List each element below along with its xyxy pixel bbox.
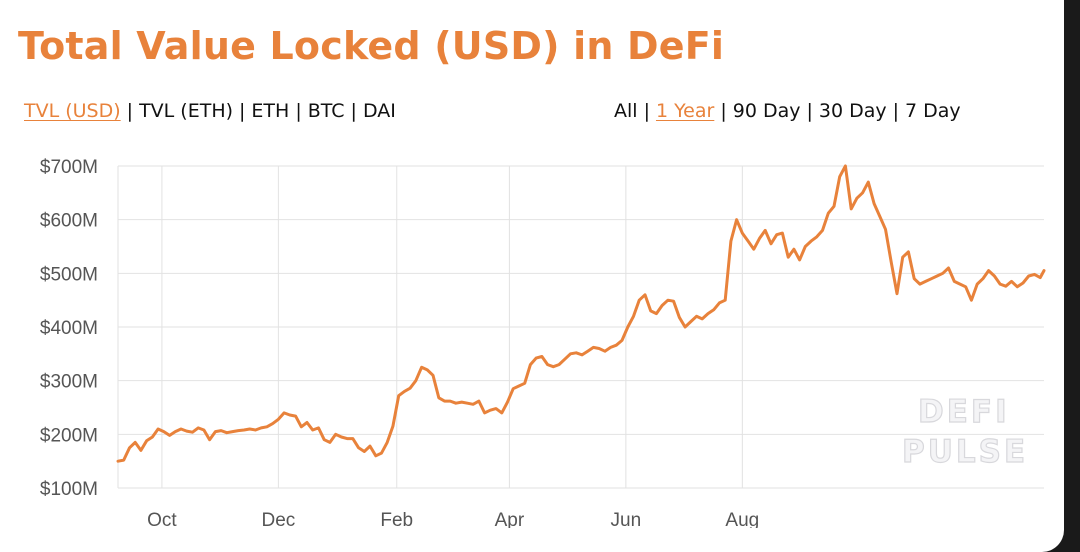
watermark-pulse: PULSE [902,434,1028,470]
range-tab-30-day[interactable]: 30 Day [818,100,887,122]
metric-tab-dai[interactable]: DAI [362,100,396,122]
tab-separator: | [350,100,357,122]
chart-title: Total Value Locked (USD) in DeFi [18,24,725,68]
tab-separator: | [126,100,134,122]
y-tick-label: $700M [40,157,98,178]
tab-separator: | [892,100,900,122]
x-tick-label: Aug [725,510,759,528]
watermark-defi: DEFI [918,394,1010,430]
y-tick-label: $200M [40,425,98,446]
x-tick-label: Dec [261,510,295,528]
metric-tab-tvl-eth[interactable]: TVL (ETH) [139,100,234,122]
tab-separator: | [720,100,727,122]
watermark: DEFI PULSE [901,393,1028,470]
tab-separator: | [643,100,650,122]
x-tick-label: Jun [611,510,642,528]
tab-separator: | [295,100,302,122]
x-tick-label: Oct [147,510,177,528]
y-tick-label: $500M [40,264,98,285]
metric-tab-eth[interactable]: ETH [251,100,290,122]
tab-separator: | [806,100,813,122]
tvl-series-line[interactable] [116,164,1046,463]
y-tick-label: $100M [40,479,98,500]
range-tab-1-year[interactable]: 1 Year [655,100,715,122]
tvl-line-chart: $100M $200M $300M $400M $500M $600M $700M Oct D… [40,157,1046,528]
metric-tab-btc[interactable]: BTC [307,100,345,122]
tab-separator: | [239,100,246,122]
range-tab-all[interactable]: All [614,100,638,122]
x-tick-label: Apr [495,510,525,528]
y-axis: $100M $200M $300M $400M $500M $600M $700M [40,157,98,500]
range-selector: All | 1 Year | 90 Day | 30 Day | 7 Day [614,100,961,122]
range-tab-7-day[interactable]: 7 Day [905,100,961,122]
x-axis: Oct Dec Feb Apr Jun Aug [147,510,759,528]
chart-grid [117,165,1044,489]
y-tick-label: $400M [40,318,98,339]
x-tick-label: Feb [380,510,413,528]
range-tab-90-day[interactable]: 90 Day [732,100,801,122]
metric-tab-tvl-usd[interactable]: TVL (USD) [24,100,121,122]
y-tick-label: $600M [40,211,98,232]
y-tick-label: $300M [40,372,98,393]
metric-selector: TVL (USD) | TVL (ETH) | ETH | BTC | DAI [24,100,396,122]
